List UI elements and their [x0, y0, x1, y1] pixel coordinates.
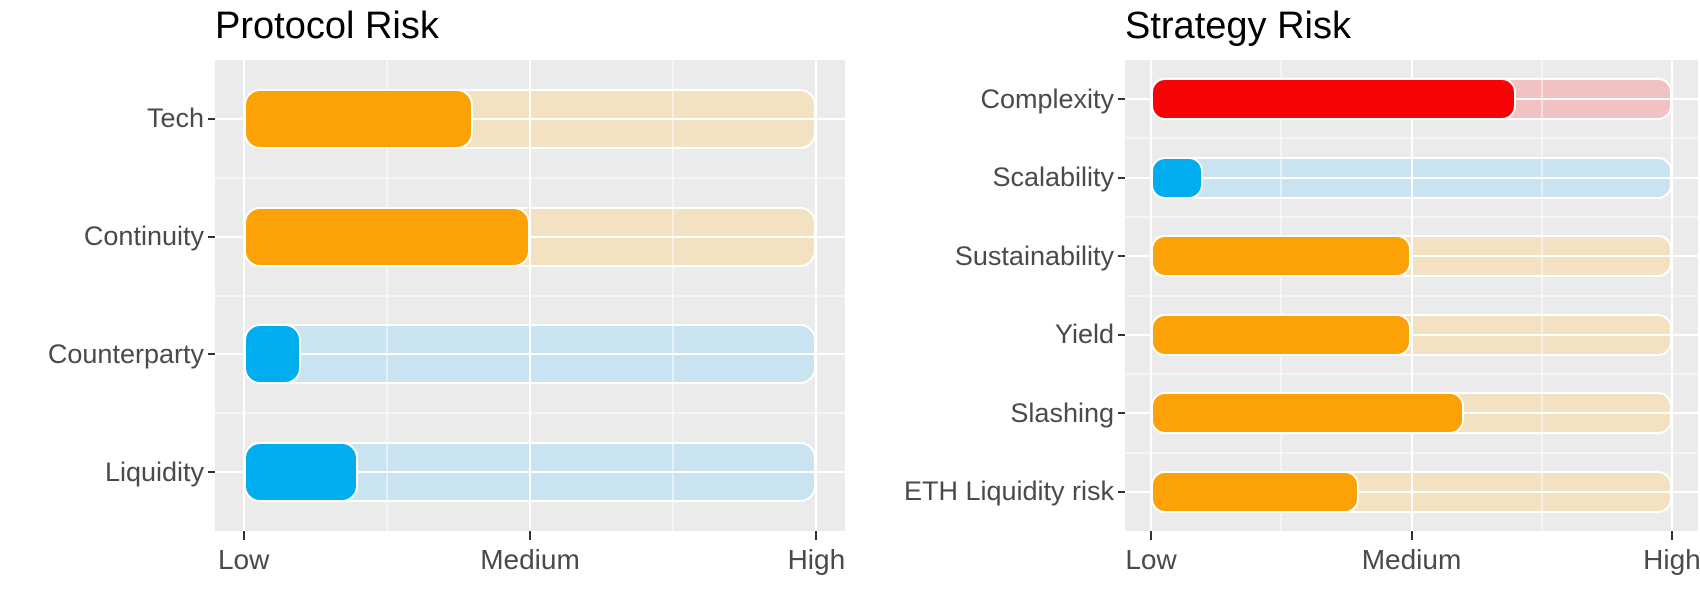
y-axis-tick — [1118, 412, 1125, 415]
y-axis-label-row: Scalability — [850, 139, 1125, 218]
plot-area: Tech Continuity Counterparty Liquidity Low M… — [0, 60, 850, 575]
y-axis-label: Liquidity — [104, 456, 204, 487]
x-major-gridline — [1670, 60, 1673, 531]
bar-fill — [1151, 470, 1360, 513]
x-axis-tick-label: High — [787, 544, 846, 575]
y-axis-labels: Complexity Scalability Sustainability Yield… — [850, 60, 1125, 531]
bar-fill — [1151, 156, 1204, 199]
y-axis-tick — [1118, 255, 1125, 258]
x-axis-tick-label: Medium — [480, 544, 580, 575]
protocol-risk-chart: Protocol Risk Tech Continuity Counterparty… — [0, 5, 850, 575]
y-axis-tick — [208, 353, 215, 356]
y-axis-label-row: Slashing — [850, 374, 1125, 453]
y-axis-label: Slashing — [1010, 397, 1114, 428]
x-axis-tick — [1410, 531, 1413, 540]
y-axis-tick — [208, 235, 215, 238]
y-axis-tick — [1118, 98, 1125, 101]
y-axis-label: Complexity — [980, 83, 1114, 114]
x-major-gridline — [1150, 60, 1153, 531]
chart-panel: Low Medium High — [215, 60, 845, 575]
x-major-gridline — [1410, 60, 1413, 531]
plot-area: Complexity Scalability Sustainability Yield… — [850, 60, 1700, 575]
y-axis-label-row: Liquidity — [0, 413, 215, 531]
x-axis-tick-label: Low — [1125, 544, 1177, 575]
bar-fill — [1151, 78, 1516, 121]
y-axis-label-row: Tech — [0, 60, 215, 178]
x-minor-gridline — [672, 60, 674, 531]
y-axis-label: Scalability — [992, 162, 1114, 193]
x-axis-tick — [1150, 531, 1153, 540]
strategy-risk-chart: Strategy Risk Complexity Scalability Susta… — [850, 0, 1700, 612]
chart-title: Protocol Risk — [215, 5, 439, 47]
y-axis-label-row: Complexity — [850, 60, 1125, 139]
x-axis-tick-label: Medium — [1361, 544, 1462, 575]
x-axis-tick — [1670, 531, 1673, 540]
bar-fill — [1151, 313, 1412, 356]
bar-fill — [243, 324, 301, 385]
chart-panel: Low Medium High — [1125, 60, 1700, 575]
bar-fill — [1151, 235, 1412, 278]
y-axis-label: Yield — [1054, 319, 1114, 350]
x-axis-tick-label: Low — [217, 544, 270, 575]
x-major-gridline — [529, 60, 531, 531]
y-axis-tick — [208, 117, 215, 120]
y-axis-label: Continuity — [83, 221, 204, 252]
y-axis-tick — [1118, 176, 1125, 179]
x-axis-tick-label: High — [1643, 544, 1700, 575]
x-axis-tick — [529, 531, 531, 540]
bar-fill — [1151, 392, 1464, 435]
y-axis-tick — [208, 471, 215, 474]
x-axis-tick — [242, 531, 245, 540]
y-axis-label-row: Yield — [850, 296, 1125, 375]
chart-title: Strategy Risk — [1125, 5, 1351, 47]
x-minor-gridline — [1280, 60, 1282, 531]
y-axis-tick — [1118, 490, 1125, 493]
y-axis-labels: Tech Continuity Counterparty Liquidity — [0, 60, 215, 531]
bar-fill — [243, 442, 359, 503]
y-axis-label-row: Counterparty — [0, 296, 215, 414]
x-minor-gridline — [1541, 60, 1543, 531]
x-axis-tick — [815, 531, 818, 540]
x-minor-gridline — [386, 60, 388, 531]
bar-fill — [243, 88, 473, 149]
y-axis-label: Tech — [146, 103, 204, 134]
y-axis-label: Sustainability — [954, 240, 1114, 271]
y-axis-label-row: Continuity — [0, 178, 215, 296]
x-major-gridline — [815, 60, 818, 531]
y-axis-label: ETH Liquidity risk — [903, 476, 1114, 507]
x-major-gridline — [242, 60, 245, 531]
y-axis-tick — [1118, 333, 1125, 336]
y-axis-label: Counterparty — [47, 338, 204, 369]
bar-fill — [243, 206, 530, 267]
y-axis-label-row: ETH Liquidity risk — [850, 453, 1125, 532]
y-axis-label-row: Sustainability — [850, 217, 1125, 296]
